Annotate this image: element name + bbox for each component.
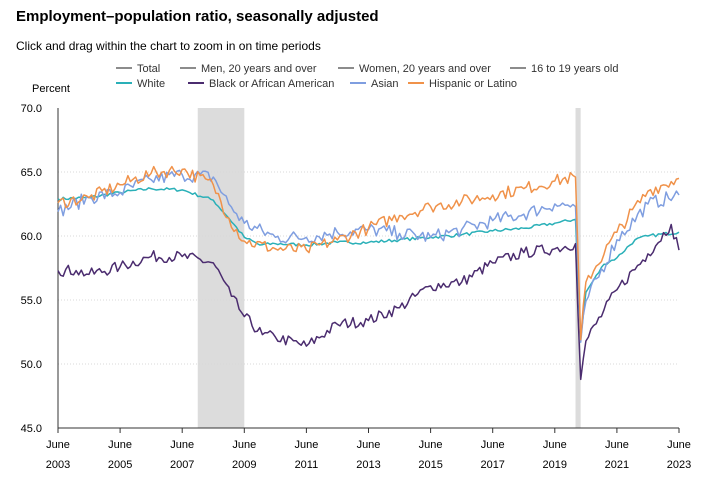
x-tick-month-label: June xyxy=(46,439,70,451)
recession-band xyxy=(197,108,245,428)
legend-label[interactable]: White xyxy=(137,78,165,90)
x-tick-month-label: June xyxy=(108,439,132,451)
x-tick-year-label: 2015 xyxy=(418,459,442,471)
legend-label[interactable]: Black or African American xyxy=(209,78,334,90)
x-tick-month-label: June xyxy=(667,439,691,451)
x-tick-year-label: 2019 xyxy=(543,459,567,471)
series-line[interactable] xyxy=(57,223,680,381)
x-tick-year-label: 2005 xyxy=(108,459,132,471)
x-tick-month-label: June xyxy=(481,439,505,451)
legend-label[interactable]: Total xyxy=(137,63,160,75)
x-tick-year-label: 2003 xyxy=(46,459,70,471)
x-tick-month-label: June xyxy=(170,439,194,451)
x-tick-month-label: June xyxy=(419,439,443,451)
x-tick-year-label: 2017 xyxy=(480,459,504,471)
x-tick-month-label: June xyxy=(294,439,318,451)
chart-title: Employment–population ratio, seasonally … xyxy=(16,8,379,25)
x-tick-year-label: 2007 xyxy=(170,459,194,471)
y-tick-label: 50.0 xyxy=(21,359,42,371)
legend-label[interactable]: Men, 20 years and over xyxy=(201,63,317,75)
x-tick-year-label: 2023 xyxy=(667,459,691,471)
x-tick-month-label: June xyxy=(232,439,256,451)
legend-label[interactable]: Asian xyxy=(371,78,399,90)
y-tick-label: 60.0 xyxy=(21,231,42,243)
legend-label[interactable]: Hispanic or Latino xyxy=(429,78,517,90)
x-tick-month-label: June xyxy=(543,439,567,451)
series-line[interactable] xyxy=(57,165,680,341)
x-tick-year-label: 2013 xyxy=(356,459,380,471)
y-tick-label: 45.0 xyxy=(21,423,42,435)
legend-label[interactable]: Women, 20 years and over xyxy=(359,63,491,75)
series-line[interactable] xyxy=(57,187,680,340)
y-tick-label: 65.0 xyxy=(21,167,42,179)
x-tick-year-label: 2011 xyxy=(295,459,319,471)
y-tick-label: 55.0 xyxy=(21,295,42,307)
x-tick-year-label: 2009 xyxy=(232,459,256,471)
chart-subtitle: Click and drag within the chart to zoom … xyxy=(16,39,321,53)
y-tick-label: 70.0 xyxy=(21,103,42,115)
y-axis-label: Percent xyxy=(32,83,70,95)
x-tick-year-label: 2021 xyxy=(605,459,629,471)
x-tick-month-label: June xyxy=(357,439,381,451)
x-tick-month-label: June xyxy=(605,439,629,451)
legend-label[interactable]: 16 to 19 years old xyxy=(531,63,618,75)
